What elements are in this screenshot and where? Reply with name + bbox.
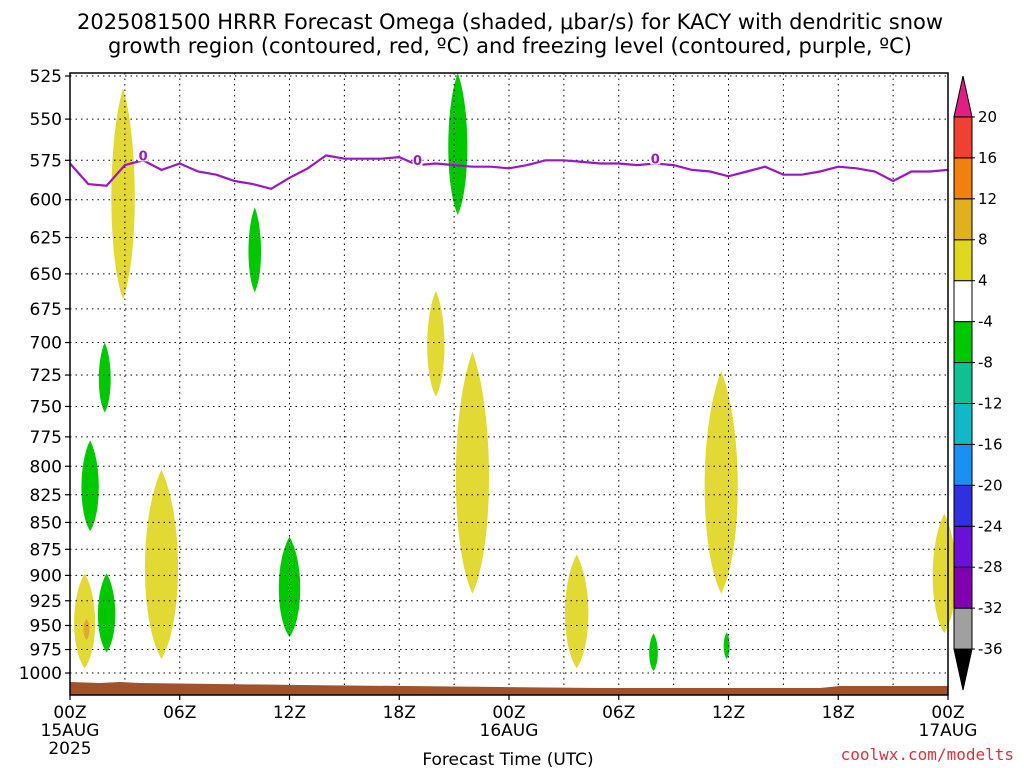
colorbar-segment <box>953 157 973 200</box>
y-tick-label: 975 <box>30 641 62 661</box>
colorbar-tick-label: -20 <box>978 476 1003 494</box>
colorbar-segment <box>953 607 973 650</box>
contour-label: 0 <box>413 154 422 169</box>
colorbar-segment <box>953 116 973 159</box>
omega-region-upward <box>723 632 730 659</box>
y-tick-label: 675 <box>30 300 62 320</box>
omega-region-upward <box>248 207 262 293</box>
y-tick-label: 700 <box>30 334 62 354</box>
chart-title-line2: growth region (contoured, red, ºC) and f… <box>108 34 912 58</box>
x-tick-label: 06Z <box>602 703 635 723</box>
colorbar-tick-label: 20 <box>978 108 997 126</box>
x-tick-label: 00Z <box>53 703 86 723</box>
colorbar-tick-label: 16 <box>978 149 997 167</box>
colorbar-segment <box>953 566 973 609</box>
x-tick-label: 00Z <box>492 703 525 723</box>
omega-region-downward <box>83 618 90 640</box>
colorbar: -36 -32 -28 -24 -20 -16 -12 -8 -4 4 8 12 16 20 <box>953 75 1003 691</box>
colorbar-tick-label: -8 <box>978 354 993 372</box>
colorbar-segment <box>953 239 973 282</box>
colorbar-tick-label: -28 <box>978 558 1003 576</box>
x-tick-label: 00Z <box>931 703 964 723</box>
omega-region-downward <box>564 554 589 669</box>
y-tick-label: 800 <box>30 457 62 477</box>
y-tick-label: 900 <box>30 566 62 586</box>
y-tick-label: 750 <box>30 397 62 417</box>
y-tick-label: 600 <box>30 191 62 211</box>
y-tick-label: 950 <box>30 616 62 636</box>
contour-label: 0 <box>651 153 660 168</box>
y-tick-label: 575 <box>30 151 62 171</box>
credit-text: coolwx.com/modelts <box>841 745 1014 764</box>
colorbar-segment <box>953 75 973 118</box>
omega-region-upward <box>81 440 99 532</box>
x-tick-year: 2025 <box>48 739 91 759</box>
x-tick-label: 12Z <box>273 703 306 723</box>
y-tick-label: 850 <box>30 513 62 533</box>
terrain-layer <box>70 682 948 695</box>
colorbar-segment <box>953 362 973 404</box>
colorbar-segment <box>953 525 973 568</box>
grid-lines <box>69 73 949 695</box>
x-tick-label: 18Z <box>383 703 416 723</box>
colorbar-segment <box>953 648 973 691</box>
colorbar-segment <box>953 198 973 241</box>
colorbar-tick-label: 12 <box>978 190 997 208</box>
colorbar-tick-label: -4 <box>978 313 993 331</box>
y-tick-label: 925 <box>30 592 62 612</box>
omega-region-upward <box>649 633 658 672</box>
colorbar-tick-label: -36 <box>978 640 1003 658</box>
contour-label-bg <box>138 149 149 162</box>
contour-label-bg <box>650 152 661 165</box>
x-tick-label: 12Z <box>712 703 745 723</box>
y-axis-ticks: 525 550 575 600 625 650 675 700 725 750 775 800 825 8… <box>19 67 70 684</box>
omega-region-upward <box>448 73 468 216</box>
colorbar-tick-label: -12 <box>978 394 1003 412</box>
x-tick-date: 17AUG <box>919 721 978 741</box>
y-tick-label: 625 <box>30 229 62 249</box>
terrain-fill <box>70 682 948 695</box>
omega-region-downward <box>111 88 135 300</box>
omega-region-downward <box>455 351 489 594</box>
omega-region-downward <box>932 513 957 634</box>
y-tick-label: 1000 <box>19 664 62 684</box>
x-tick-date: 15AUG <box>41 721 100 741</box>
colorbar-segment <box>953 443 973 486</box>
x-axis-label: Forecast Time (UTC) <box>422 750 593 768</box>
y-tick-label: 825 <box>30 486 62 506</box>
chart-title-line1: 2025081500 HRRR Forecast Omega (shaded, … <box>77 10 943 34</box>
y-tick-label: 550 <box>30 110 62 130</box>
x-tick-label: 18Z <box>822 703 855 723</box>
omega-region-downward <box>74 573 96 669</box>
colorbar-tick-label: 4 <box>978 272 988 290</box>
colorbar-tick-label: -32 <box>978 599 1003 617</box>
omega-shading <box>74 73 957 672</box>
contour-label: 0 <box>139 149 148 164</box>
y-tick-label: 725 <box>30 366 62 386</box>
omega-region-upward <box>98 342 111 413</box>
freezing-level-line <box>69 154 949 190</box>
omega-region-upward <box>97 573 116 653</box>
y-tick-label: 875 <box>30 540 62 560</box>
y-tick-label: 650 <box>30 265 62 285</box>
colorbar-segment <box>953 484 973 527</box>
omega-region-downward <box>704 371 738 594</box>
y-tick-label: 525 <box>30 67 62 87</box>
colorbar-tick-label: -16 <box>978 435 1003 453</box>
omega-region-downward <box>144 469 179 659</box>
colorbar-segment <box>953 280 973 323</box>
colorbar-segment <box>953 402 973 445</box>
colorbar-tick-label: -24 <box>978 517 1003 535</box>
omega-region-upward <box>278 536 301 638</box>
colorbar-segment <box>953 321 973 364</box>
colorbar-tick-label: 8 <box>978 231 988 249</box>
freezing-level-layer: 0 0 0 <box>69 149 949 190</box>
x-tick-label: 06Z <box>163 703 196 723</box>
x-tick-date: 16AUG <box>480 721 539 741</box>
omega-region-downward <box>427 290 445 397</box>
y-tick-label: 775 <box>30 428 62 448</box>
contour-label-bg <box>412 154 423 167</box>
